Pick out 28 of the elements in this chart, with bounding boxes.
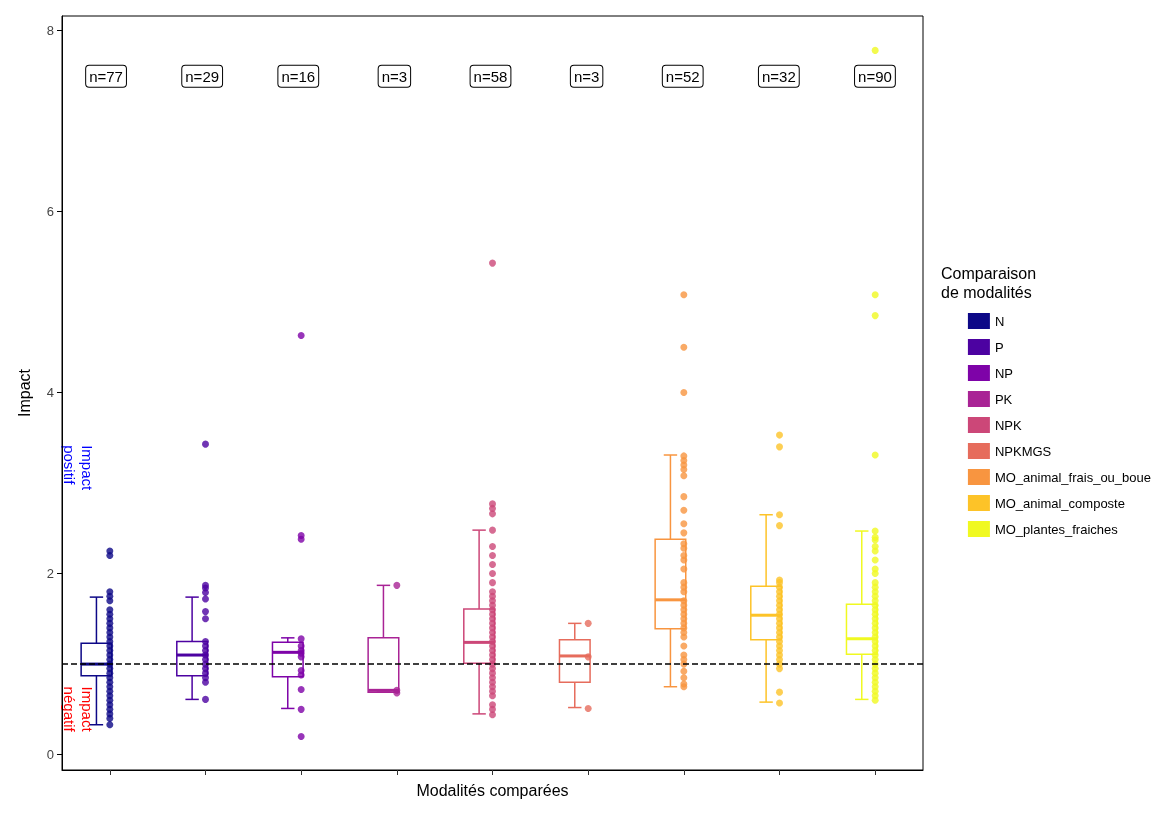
y-axis-title: Impact	[15, 368, 33, 418]
annotation: n=52	[665, 67, 700, 85]
annotation: Impact positif	[60, 445, 96, 492]
y-tick-label: 4	[46, 385, 54, 401]
annotation: n=3	[573, 67, 600, 85]
y-tick-label: 6	[46, 204, 54, 220]
annotation: n=3	[381, 67, 408, 85]
annotation: Impact négatif	[60, 686, 96, 733]
legend-label: N	[994, 313, 1005, 329]
y-tick-label: 8	[46, 22, 54, 38]
annotation: n=32	[761, 67, 796, 85]
annotation: n=58	[473, 67, 508, 85]
legend-label: MO_animal_composte	[994, 495, 1125, 511]
legend-label: NPK	[994, 417, 1022, 433]
x-axis-title: Modalités comparées	[416, 781, 569, 799]
legend-label: NPKMGS	[994, 443, 1052, 459]
legend-label: PK	[994, 391, 1013, 407]
annotation: n=77	[89, 67, 123, 85]
annotation: n=16	[281, 67, 316, 85]
legend-label: NP	[994, 365, 1013, 381]
legend-title: Comparaison de modalités	[941, 265, 1037, 301]
legend-label: MO_animal_frais_ou_boue	[994, 469, 1152, 485]
legend-label: MO_plantes_fraiches	[994, 521, 1119, 537]
y-tick-label: 2	[46, 566, 54, 582]
y-tick-label: 0	[46, 747, 54, 763]
annotation: n=90	[858, 67, 892, 85]
annotation: n=29	[185, 67, 220, 85]
legend-label: P	[994, 339, 1004, 355]
